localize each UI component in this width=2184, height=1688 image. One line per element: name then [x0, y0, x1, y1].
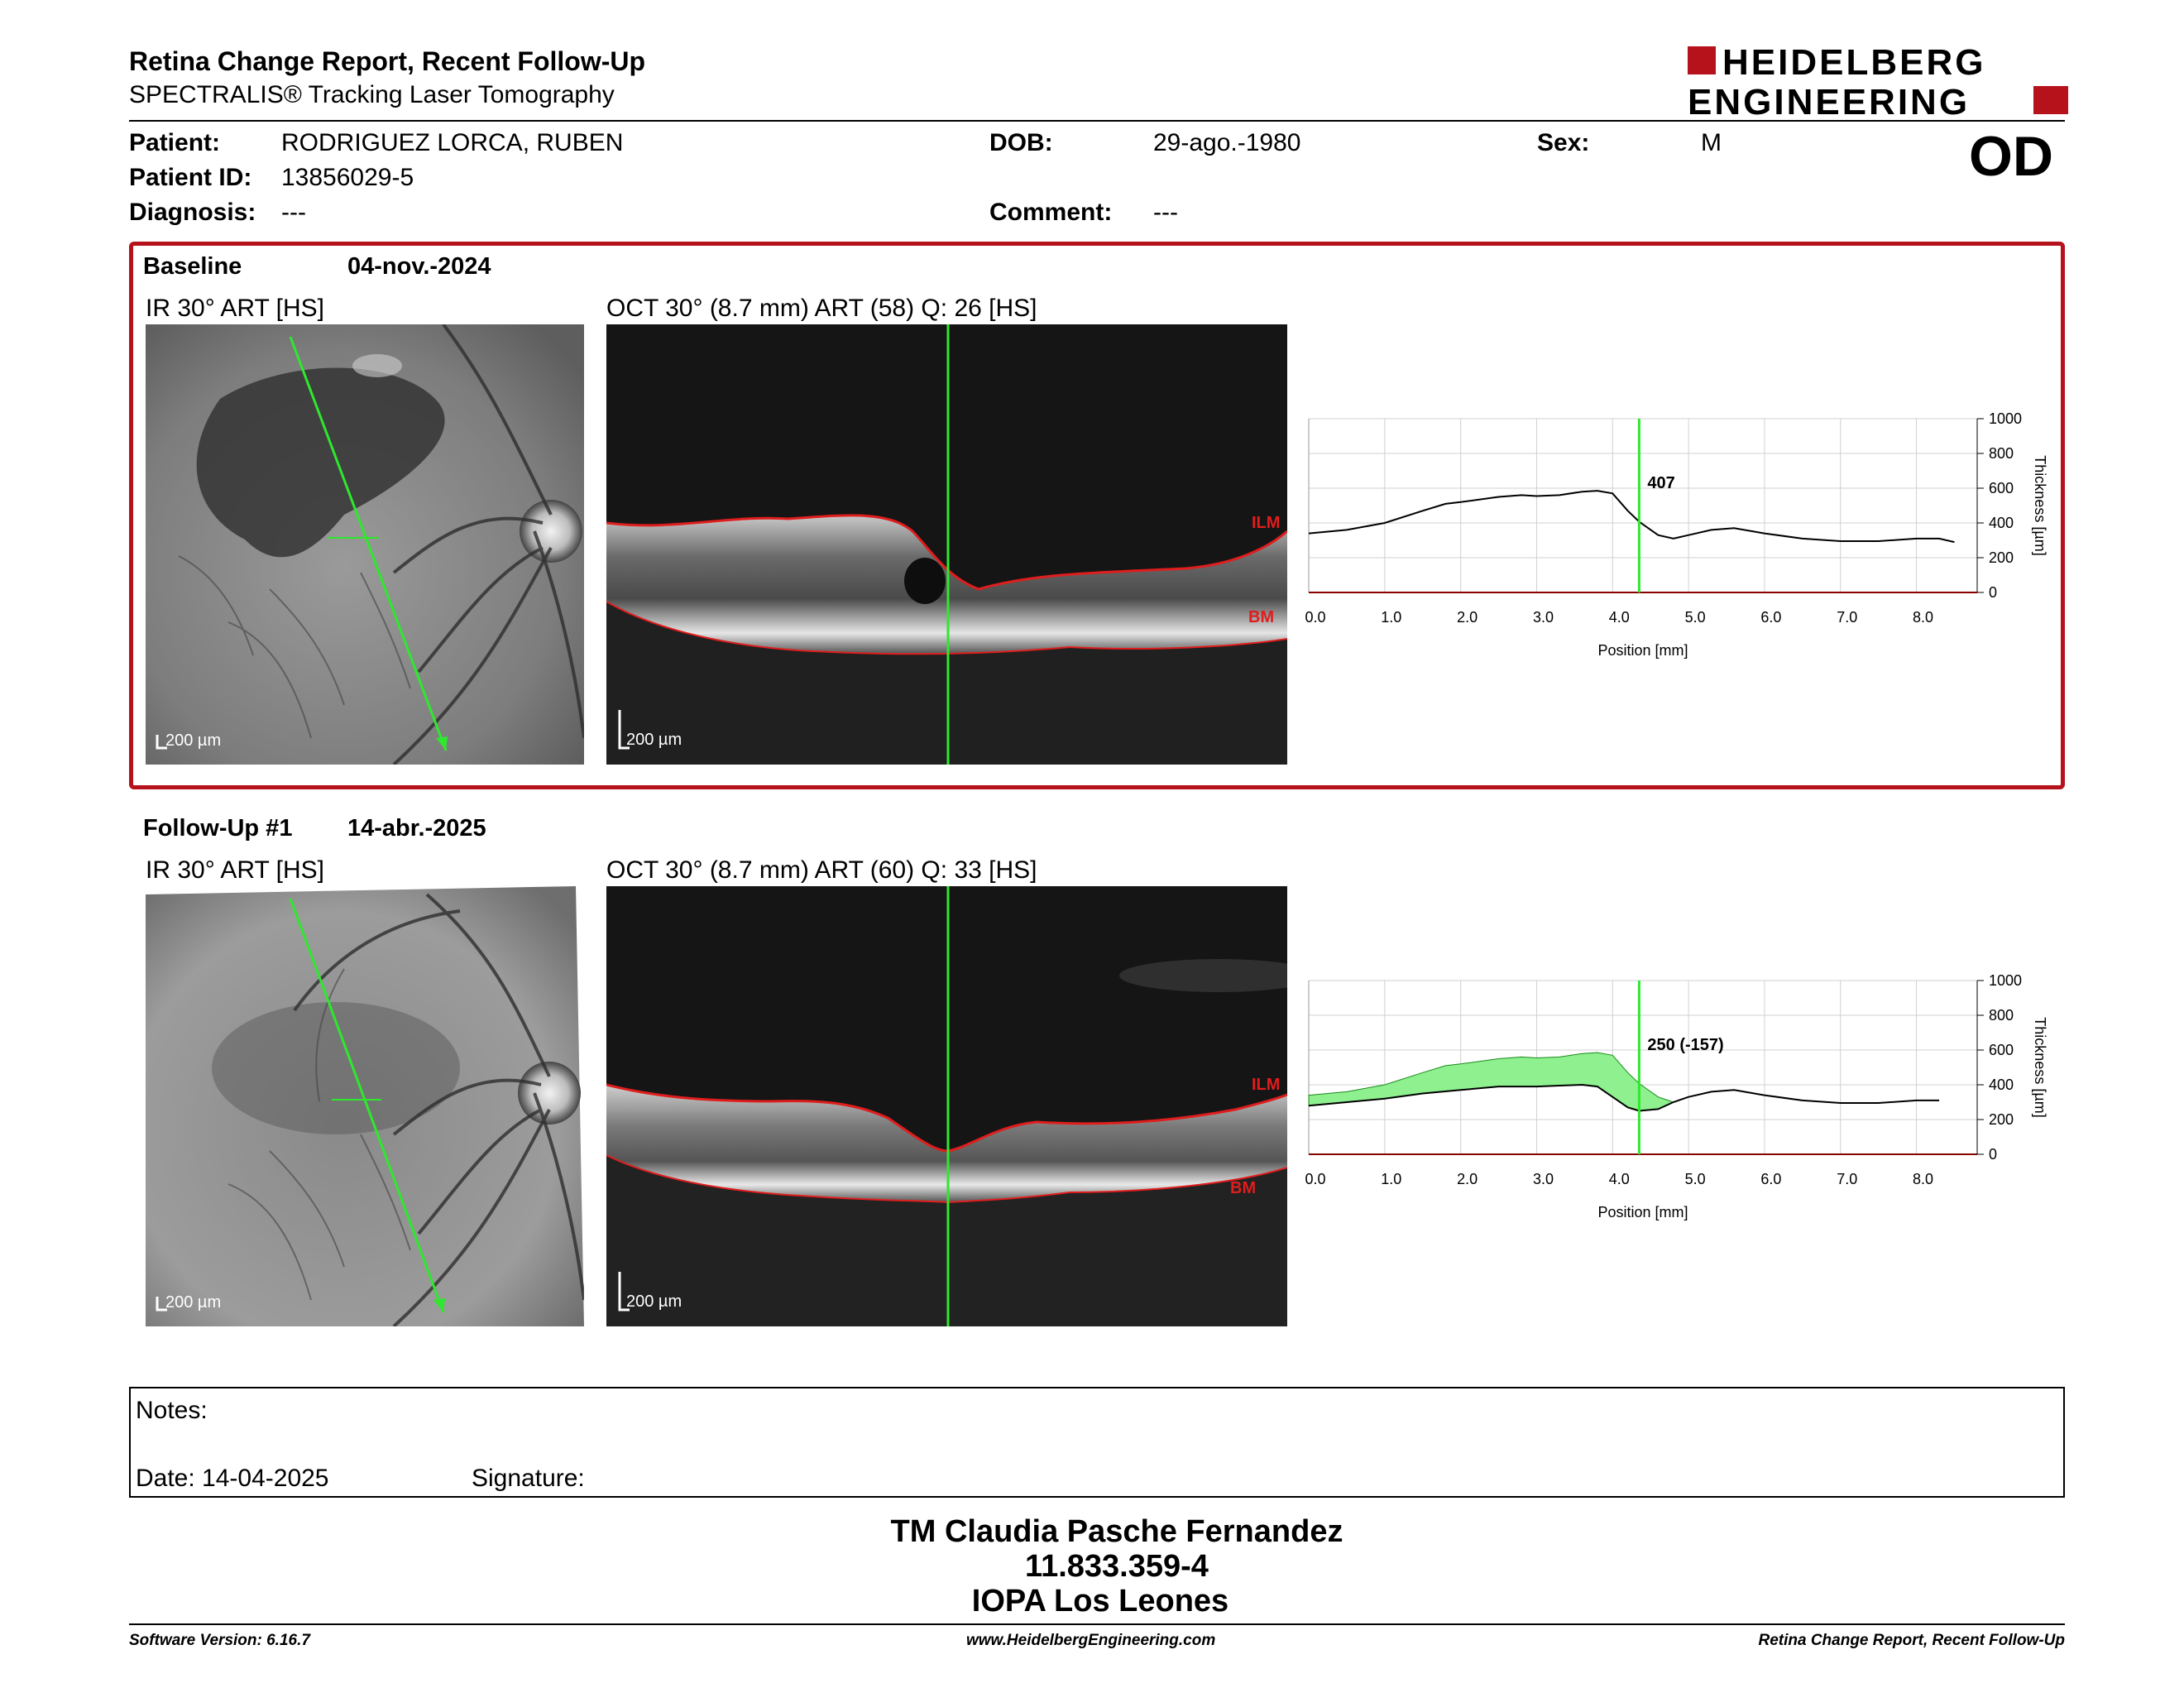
comment-label: Comment: [989, 199, 1113, 226]
baseline-thickness-y-tick-label: 1000 [1989, 410, 2022, 427]
baseline-ir-scale: 200 µm [165, 731, 221, 750]
signer-id: 11.833.359-4 [1025, 1549, 1209, 1584]
followup-thickness-y-tick-label: 200 [1989, 1111, 2014, 1128]
patient-name: RODRIGUEZ LORCA, RUBEN [281, 129, 624, 156]
baseline-thickness-x-tick-label: 1.0 [1381, 609, 1401, 626]
baseline-thickness-cursor-value: 407 [1647, 474, 1674, 492]
baseline-section-frame [129, 242, 2065, 789]
followup-oct-scale: 200 µm [626, 1292, 682, 1311]
baseline-bm-label: BM [1248, 608, 1274, 626]
baseline-ir-image: 200 µm [146, 324, 584, 765]
patient-id-value: 13856029-5 [281, 164, 414, 191]
dob-value: 29-ago.-1980 [1153, 129, 1301, 156]
followup-oct-label: OCT 30° (8.7 mm) ART (60) Q: 33 [HS] [606, 856, 1037, 884]
baseline-oct-label: OCT 30° (8.7 mm) ART (58) Q: 26 [HS] [606, 295, 1037, 322]
baseline-thickness-y-tick-label: 600 [1989, 480, 2014, 496]
notes-label: Notes: [136, 1397, 208, 1424]
signature-label: Signature: [472, 1465, 585, 1492]
notes-date: Date: 14-04-2025 [136, 1465, 329, 1492]
signer-institution: IOPA Los Leones [971, 1584, 1229, 1618]
followup-thickness-x-tick-label: 0.0 [1305, 1171, 1325, 1187]
baseline-thickness-x-tick-label: 0.0 [1305, 609, 1325, 626]
followup-thickness-x-tick-label: 1.0 [1381, 1171, 1401, 1187]
followup-thickness-cursor-value: 250 (-157) [1647, 1036, 1723, 1054]
baseline-ir-label: IR 30° ART [HS] [146, 295, 324, 322]
diagnosis-label: Diagnosis: [129, 199, 256, 226]
followup-thickness-x-tick-label: 7.0 [1837, 1171, 1857, 1187]
followup-thickness-x-tick-label: 5.0 [1685, 1171, 1706, 1187]
sex-value: M [1701, 129, 1722, 156]
baseline-thickness-y-tick-label: 200 [1989, 549, 2014, 566]
baseline-thickness-y-axis-label: Thickness [µm] [2032, 455, 2048, 555]
sex-label: Sex: [1537, 129, 1590, 156]
footer-report-name: Retina Change Report, Recent Follow-Up [1758, 1632, 2065, 1649]
followup-date: 14-abr.-2025 [347, 815, 486, 842]
followup-thickness-y-tick-label: 1000 [1989, 972, 2022, 989]
followup-label: Follow-Up #1 [143, 815, 293, 842]
dob-label: DOB: [989, 129, 1053, 156]
baseline-thickness-y-tick-label: 0 [1989, 584, 1997, 601]
baseline-thickness-x-tick-label: 3.0 [1533, 609, 1554, 626]
baseline-thickness-x-tick-label: 4.0 [1609, 609, 1630, 626]
followup-thickness-y-tick-label: 800 [1989, 1007, 2014, 1024]
baseline-oct-image: ILM BM 200 µm [606, 324, 1287, 765]
followup-bm-label: BM [1230, 1179, 1256, 1197]
followup-thickness-y-axis-label: Thickness [µm] [2032, 1017, 2048, 1117]
followup-ilm-label: ILM [1252, 1076, 1280, 1094]
followup-thickness-y-tick-label: 400 [1989, 1077, 2014, 1093]
followup-thickness-y-tick-label: 0 [1989, 1146, 1997, 1163]
baseline-date: 04-nov.-2024 [347, 253, 491, 280]
baseline-thickness-x-tick-label: 6.0 [1760, 609, 1781, 626]
baseline-thickness-x-tick-label: 5.0 [1685, 609, 1706, 626]
baseline-label: Baseline [143, 253, 242, 280]
svg-text:ENGINEERING: ENGINEERING [1688, 82, 1970, 119]
baseline-thickness-x-tick-label: 7.0 [1837, 609, 1857, 626]
footer-software-version: Software Version: 6.16.7 [129, 1632, 310, 1649]
patient-label: Patient: [129, 129, 221, 156]
svg-text:HEIDELBERG: HEIDELBERG [1722, 45, 1985, 83]
eye-indicator: OD [1969, 125, 2053, 188]
baseline-thickness-graph: 0.0 1.0 2.0 3.0 4.0 5.0 6.0 7.0 8.0 0 200 400 600 800… [1302, 410, 2080, 674]
baseline-thickness-x-tick-label: 8.0 [1913, 609, 1933, 626]
diagnosis-value: --- [281, 199, 306, 226]
followup-thickness-x-tick-label: 4.0 [1609, 1171, 1630, 1187]
patient-id-label: Patient ID: [129, 164, 252, 191]
followup-thickness-y-tick-label: 600 [1989, 1042, 2014, 1058]
followup-ir-label: IR 30° ART [HS] [146, 856, 324, 884]
comment-value: --- [1153, 199, 1178, 226]
baseline-oct-scale: 200 µm [626, 731, 682, 749]
heidelberg-logo: HEIDELBERG ENGINEERING [1688, 42, 2068, 122]
signer-name: TM Claudia Pasche Fernandez [890, 1514, 1343, 1549]
report-title: Retina Change Report, Recent Follow-Up [129, 46, 646, 76]
baseline-ilm-label: ILM [1252, 514, 1280, 532]
followup-thickness-graph: 0.0 1.0 2.0 3.0 4.0 5.0 6.0 7.0 8.0 0 200 400 600 800… [1302, 971, 2080, 1236]
baseline-thickness-y-tick-label: 800 [1989, 445, 2014, 462]
baseline-thickness-series-line [1308, 490, 1955, 544]
followup-thickness-x-axis-label: Position [mm] [1597, 1204, 1688, 1220]
footer-website-link[interactable]: www.HeidelbergEngineering.com [966, 1632, 1216, 1649]
report-subtitle: SPECTRALIS® Tracking Laser Tomography [129, 81, 615, 108]
baseline-thickness-x-axis-label: Position [mm] [1597, 642, 1688, 659]
followup-thickness-x-tick-label: 8.0 [1913, 1171, 1933, 1187]
notes-box[interactable] [129, 1387, 2065, 1498]
followup-thickness-x-tick-label: 6.0 [1760, 1171, 1781, 1187]
followup-ir-image: 200 µm [146, 886, 584, 1326]
followup-oct-image: ILM BM 200 µm [606, 886, 1287, 1326]
header-divider [129, 120, 2065, 122]
followup-thickness-series-line [1308, 1083, 1940, 1112]
followup-thickness-x-tick-label: 3.0 [1533, 1171, 1554, 1187]
followup-ir-scale: 200 µm [165, 1293, 221, 1312]
baseline-thickness-x-tick-label: 2.0 [1457, 609, 1478, 626]
footer-divider [129, 1623, 2065, 1625]
followup-thickness-x-tick-label: 2.0 [1457, 1171, 1478, 1187]
baseline-thickness-y-tick-label: 400 [1989, 515, 2014, 531]
